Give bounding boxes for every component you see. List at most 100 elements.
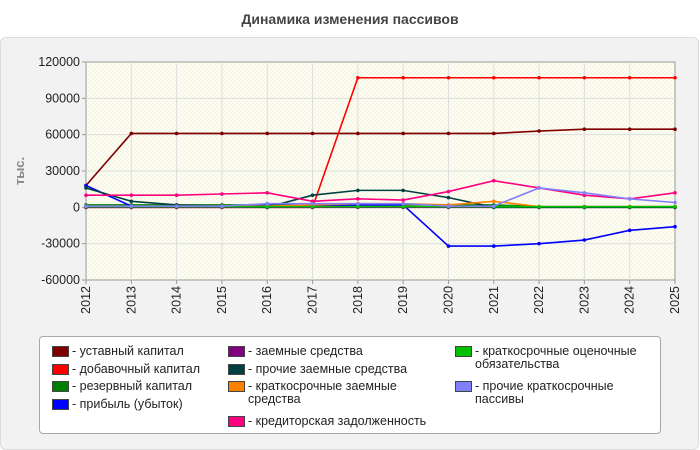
- x-tick-label: 2013: [124, 286, 138, 314]
- y-axis: -60000 -30000 0 30000 60000 90000 120000: [38, 55, 86, 287]
- legend-swatch: [52, 346, 69, 357]
- legend-label: - уставный капитал: [72, 344, 184, 358]
- legend-label: - прибыль (убыток): [72, 396, 183, 411]
- data-point: [627, 75, 632, 80]
- x-tick-label: 2021: [487, 286, 501, 314]
- data-point: [446, 189, 451, 194]
- data-point: [627, 197, 632, 201]
- data-point: [446, 75, 451, 80]
- data-point: [401, 201, 405, 206]
- data-point: [673, 75, 677, 80]
- data-point: [220, 192, 224, 196]
- data-point: [673, 204, 677, 209]
- data-point: [174, 204, 179, 208]
- y-tick-label: 90000: [45, 91, 80, 105]
- data-point: [401, 75, 405, 80]
- data-point: [673, 127, 677, 132]
- legend-swatch: [228, 363, 245, 375]
- data-point: [401, 131, 405, 136]
- grid-lines: [86, 62, 675, 280]
- legend-swatch: [52, 381, 69, 392]
- legend-label: - добавочный капитал: [72, 361, 201, 376]
- data-point: [310, 131, 315, 136]
- data-point: [356, 131, 360, 136]
- data-point: [265, 201, 270, 206]
- data-point: [84, 193, 88, 198]
- data-point: [356, 201, 360, 206]
- data-point: [491, 178, 496, 183]
- x-tick-label: 2023: [577, 286, 591, 314]
- legend-label: - резервный капитал: [72, 379, 193, 393]
- data-point: [537, 186, 541, 190]
- x-tick-label: 2018: [351, 286, 365, 314]
- data-point: [174, 131, 179, 136]
- x-tick-label: 2016: [260, 286, 274, 314]
- legend-swatch: [228, 346, 245, 357]
- data-point: [356, 188, 360, 193]
- data-point: [129, 204, 134, 208]
- x-tick-label: 2024: [623, 286, 637, 314]
- data-point: [491, 199, 496, 204]
- data-point: [627, 127, 632, 132]
- data-point: [537, 129, 541, 133]
- data-point: [84, 204, 88, 208]
- x-tick-label: 2020: [441, 286, 455, 314]
- legend-swatch: [455, 381, 472, 392]
- legend-swatch: [228, 416, 245, 427]
- data-point: [673, 200, 677, 205]
- data-point: [84, 186, 88, 190]
- series-line: [86, 179, 676, 203]
- chart-title: Динамика изменения пассивов: [241, 11, 459, 27]
- y-tick-label: -60000: [41, 273, 80, 287]
- data-point: [491, 131, 496, 136]
- y-axis-label: тыс.: [12, 157, 27, 185]
- x-tick-label: 2025: [668, 286, 682, 314]
- x-tick-label: 2015: [215, 286, 229, 314]
- data-point: [582, 75, 587, 80]
- data-point: [582, 191, 587, 195]
- legend-swatch: [52, 398, 69, 410]
- data-point: [446, 204, 451, 208]
- data-point: [537, 75, 541, 80]
- data-point: [401, 198, 405, 202]
- series-group: [84, 75, 677, 248]
- data-point: [220, 131, 224, 136]
- data-point: [582, 204, 587, 209]
- data-point: [582, 127, 587, 132]
- data-point: [265, 131, 270, 136]
- data-point: [174, 193, 179, 198]
- y-tick-label: 60000: [45, 128, 80, 142]
- data-point: [220, 204, 224, 208]
- x-tick-label: 2012: [79, 286, 93, 314]
- x-tick-label: 2017: [306, 286, 320, 314]
- legend-label: - краткосрочные заемные средства: [248, 379, 397, 406]
- x-tick-label: 2014: [170, 286, 184, 314]
- data-point: [537, 204, 541, 209]
- data-point: [627, 204, 632, 209]
- data-point: [310, 193, 315, 198]
- data-point: [491, 244, 496, 248]
- series-line: [86, 187, 676, 207]
- data-point: [265, 191, 270, 195]
- data-point: [673, 191, 677, 195]
- data-point: [129, 193, 134, 198]
- data-point: [356, 197, 360, 201]
- data-point: [673, 224, 677, 229]
- data-point: [537, 241, 541, 246]
- legend-label: - кредиторская задолженность: [248, 414, 427, 428]
- legend-label: - прочие краткосрочные пассивы: [475, 379, 614, 406]
- data-point: [401, 188, 405, 193]
- chart-legend: - уставный капитал - добавочный капитал - …: [39, 336, 661, 434]
- y-tick-label: 30000: [45, 164, 80, 178]
- data-point: [491, 204, 496, 208]
- x-axis: 2012 2013 2014 2015 2016 2017 2018 2019 2020 2021…: [79, 280, 682, 314]
- data-point: [310, 204, 315, 209]
- data-point: [582, 238, 587, 242]
- legend-label: - заемные средства: [248, 344, 363, 358]
- data-point: [627, 228, 632, 233]
- data-point: [129, 131, 134, 136]
- data-point: [446, 244, 451, 248]
- y-tick-label: 120000: [38, 55, 80, 69]
- data-point: [446, 131, 451, 136]
